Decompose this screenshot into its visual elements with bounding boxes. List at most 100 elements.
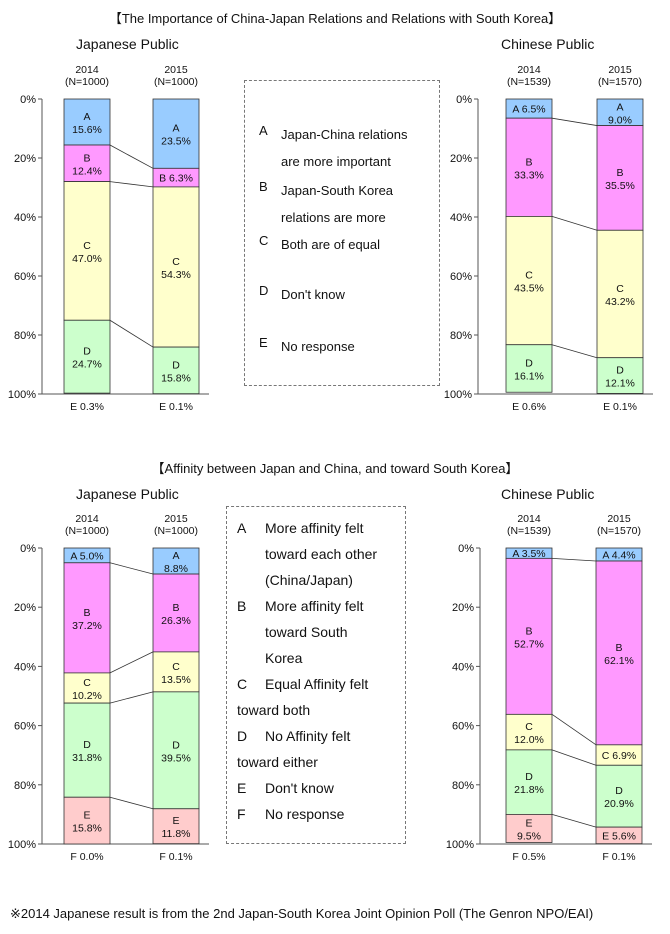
data-label-letter: E [525,817,532,829]
category-n: (N=1570) [597,525,641,537]
data-label-letter: A [172,123,179,135]
data-label-letter: B [83,152,90,164]
data-label-bottom: E 0.1% [603,401,637,413]
data-label: A 3.5% [512,548,545,560]
bar-segment-b [595,560,643,746]
bar-segment-e [505,813,553,843]
legend-text: (China/Japan) [265,572,353,588]
bar-segment-d [596,357,644,394]
category-n: (N=1000) [154,76,198,88]
y-tick-label: 20% [452,602,474,614]
bar-segment-a [596,98,644,126]
data-label: 15.8% [72,823,102,835]
data-label: A 6.5% [512,104,545,116]
category-year: 2015 [608,64,632,76]
data-label: 15.8% [161,372,191,384]
data-label: 37.2% [72,620,102,632]
data-label: 43.5% [514,283,544,295]
data-label: B 6.3% [159,173,193,185]
bar-segment-a [63,98,111,146]
data-label: 26.3% [161,615,191,627]
legend-text: Japan-South Korea [281,183,394,198]
data-label-bottom: E 0.1% [159,401,193,413]
data-label-bottom: E 0.3% [70,401,104,413]
bar-segment-b [505,117,553,217]
y-tick-label: 60% [14,721,36,733]
y-tick-label: 80% [14,330,36,342]
connector-line [551,344,598,359]
bar-segment-b [596,125,644,231]
category-year: 2014 [517,64,541,76]
connector-line [551,216,598,231]
data-label-letter: C [616,283,624,295]
data-label-bottom: F 0.5% [512,851,545,863]
legend-letter-d: D [259,283,269,298]
data-label-letter: C [172,661,180,673]
legend-letter-b: B [259,179,268,194]
y-tick-label: 100% [8,839,36,851]
legend-letter-a: A [259,123,268,138]
section2-title: 【Affinity between Japan and China, and t… [151,461,519,476]
bar-segment-c [505,713,553,751]
y-tick-label: 0% [458,543,474,555]
y-tick-label: 100% [444,389,472,401]
data-label: 47.0% [72,253,102,265]
bar-segment-d [595,764,643,828]
chart1-title: Japanese Public [76,36,179,52]
chart-importance-japanese: 0%20%40%60%80%100%2014(N=1000)A15.6%B12.… [8,64,209,413]
data-label: 52.7% [514,638,544,650]
data-label: 62.1% [604,655,634,667]
bar-segment-e [63,796,111,845]
chart-importance-chinese: 0%20%40%60%80%100%2014(N=1539)A 6.5%B33.… [444,64,653,413]
legend-text: toward South [265,624,348,640]
data-label: 24.7% [72,359,102,371]
y-tick-label: 100% [446,839,474,851]
data-label-letter: A [83,111,90,123]
connector-line [109,651,154,674]
data-label: 43.2% [605,296,635,308]
data-label: 12.1% [605,378,635,390]
y-tick-label: 80% [14,780,36,792]
category-year: 2014 [517,513,541,525]
legend-entry-e: E Don't know [237,780,334,796]
category-n: (N=1000) [154,525,198,537]
data-label-bottom: E 0.6% [512,401,546,413]
legend-text: Japan-China relations [281,127,408,142]
bar-segment-d [505,344,553,393]
data-label-letter: E [83,810,90,822]
y-tick-label: 20% [14,602,36,614]
bar-segment-d [63,702,111,798]
chart-affinity-japanese: 0%20%40%60%80%100%2014(N=1000)A 5.0%B37.… [8,513,209,863]
data-label: 9.0% [608,114,632,126]
connector-line [109,144,154,169]
category-year: 2014 [75,513,99,525]
category-year: 2015 [164,64,188,76]
data-label-letter: C [83,677,91,689]
legend-text: relations are more [281,210,386,225]
legend-text: are more important [281,154,391,169]
data-label: 12.4% [72,165,102,177]
data-label: C 6.9% [602,750,636,762]
category-n: (N=1000) [65,525,109,537]
data-label: 8.8% [164,563,188,575]
bar-segment-b [152,573,200,653]
data-label-letter: B [615,642,622,654]
bar-segment-d [152,346,200,395]
data-label: 9.5% [517,830,541,842]
data-label-letter: D [172,359,180,371]
data-label-letter: E [172,815,179,827]
legend-text: toward either [237,754,318,770]
legend-entry-a: A More affinity felt [237,520,364,536]
connector-line [109,319,154,348]
data-label: 16.1% [514,370,544,382]
y-tick-label: 80% [452,780,474,792]
bar-segment-a [152,547,200,575]
connector-line [109,562,154,575]
data-label-letter: B [616,167,623,179]
bar-segment-b [505,557,553,715]
data-label: 33.3% [514,169,544,181]
data-label: 54.3% [161,269,191,281]
legend-text: toward each other [265,546,378,562]
data-label-letter: D [525,357,533,369]
category-n: (N=1539) [507,525,551,537]
